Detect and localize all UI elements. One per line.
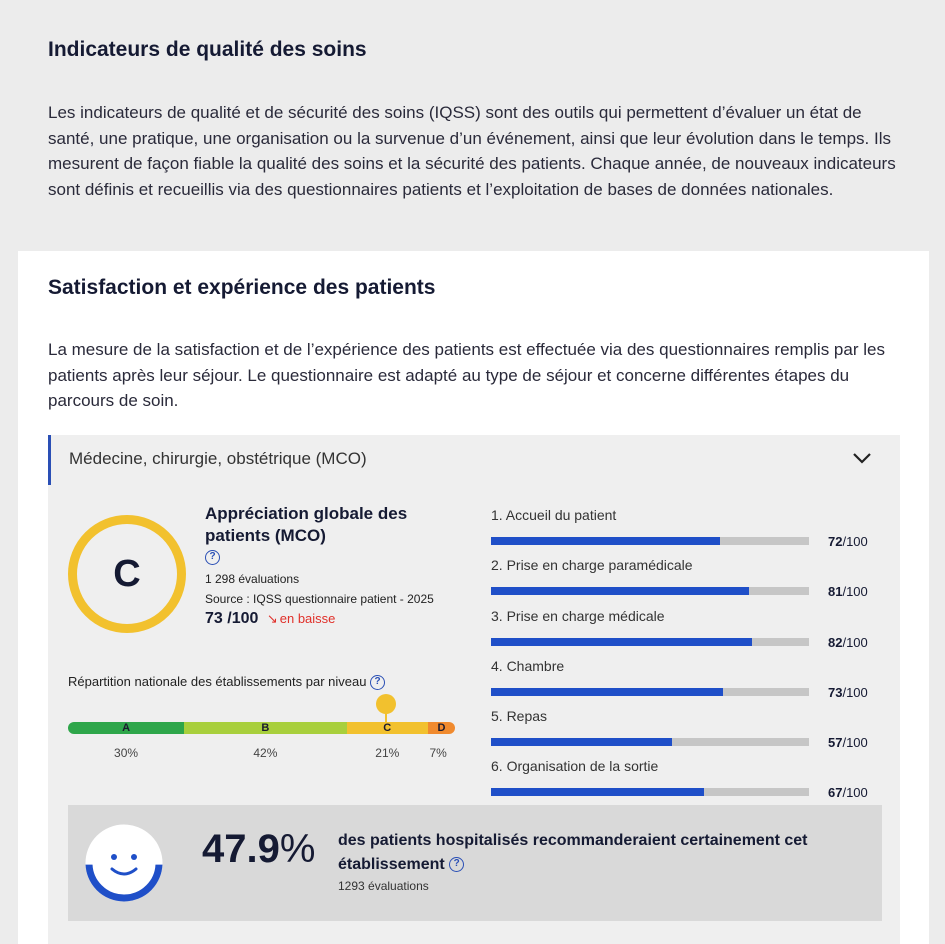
criteria-track [491, 687, 809, 696]
trend-down-icon: ↘ [266, 611, 278, 626]
recommendation-box: 47.9% des patients hospitalisés recomman… [68, 805, 882, 921]
help-icon[interactable]: ? [449, 857, 465, 873]
criteria-row: 6. Organisation de la sortie 67/100 [491, 758, 891, 808]
criteria-row: 5. Repas 57/100 [491, 708, 891, 758]
criteria-track [491, 537, 809, 545]
score-info: Appréciation globale des patients (MCO) … [205, 503, 455, 628]
score-value: 73 [205, 610, 223, 627]
distribution-segment-b: B [184, 722, 347, 734]
criteria-track [491, 788, 809, 797]
criteria-row: 4. Chambre 73/100 [491, 658, 891, 708]
chevron-down-icon[interactable] [852, 451, 872, 465]
criteria-label: 4. Chambre [491, 657, 565, 674]
section-description: La mesure de la satisfaction et de l’exp… [48, 340, 885, 410]
score-title: Appréciation globale des patients (MCO) [205, 504, 408, 545]
criteria-fill [491, 637, 752, 646]
criteria-value: 73/100 [828, 684, 868, 700]
criteria-label: 6. Organisation de la sortie [491, 758, 659, 775]
grade-ring: C [68, 515, 186, 633]
criteria-list: 1. Accueil du patient 72/100 2. Prise en c… [491, 507, 891, 809]
distribution-pct-d: 7% [429, 746, 447, 760]
criteria-label: 3. Prise en charge médicale [491, 607, 665, 624]
page-description: Les indicateurs de qualité et de sécurit… [48, 103, 896, 199]
criteria-fill [491, 537, 720, 545]
accordion-mco: Médecine, chirurgie, obstétrique (MCO) C… [48, 435, 900, 944]
criteria-label: 5. Repas [491, 708, 548, 725]
criteria-label: 1. Accueil du patient [491, 507, 617, 523]
current-level-marker [376, 694, 396, 714]
accordion-header[interactable]: Médecine, chirurgie, obstétrique (MCO) [48, 435, 900, 485]
recommendation-percent: 47.9% [202, 827, 316, 871]
satisfaction-card: Satisfaction et expérience des patients … [18, 251, 929, 944]
accordion-title: Médecine, chirurgie, obstétrique (MCO) [69, 449, 367, 468]
criteria-value: 57/100 [828, 735, 868, 751]
help-icon[interactable]: ? [370, 675, 386, 691]
distribution-label: Répartition nationale des établissements… [68, 674, 386, 691]
criteria-track [491, 738, 809, 747]
distribution-segment-a: A [68, 722, 185, 734]
distribution-pct-a: 30% [114, 746, 139, 760]
evaluations-count: 1 298 évaluations [205, 572, 300, 586]
page-title: Indicateurs de qualité des soins [48, 38, 367, 61]
criteria-row: 2. Prise en charge paramédicale 81/100 [491, 557, 891, 607]
intro-block: Indicateurs de qualité des soins Les ind… [48, 38, 908, 202]
criteria-fill [491, 738, 673, 747]
distribution-percentages: 30% 42% 21% 7% [68, 746, 455, 762]
distribution-segment-c: C [346, 722, 428, 734]
recommendation-text: des patients hospitalisés recommanderaie… [338, 832, 808, 873]
criteria-row: 3. Prise en charge médicale 82/100 [491, 608, 891, 658]
criteria-label: 2. Prise en charge paramédicale [491, 557, 693, 574]
criteria-track [491, 637, 809, 646]
criteria-row: 1. Accueil du patient 72/100 [491, 507, 891, 557]
current-level-marker-stem [385, 712, 387, 724]
recommendation-evaluations: 1293 évaluations [338, 879, 429, 893]
criteria-fill [491, 587, 749, 596]
distribution-segment-d: D [427, 722, 455, 734]
criteria-fill [491, 687, 724, 696]
criteria-value: 67/100 [828, 785, 868, 801]
criteria-value: 82/100 [828, 634, 868, 650]
score-source: Source : IQSS questionnaire patient - 20… [205, 592, 434, 606]
trend-label: en baisse [279, 611, 336, 626]
grade-letter: C [113, 552, 141, 595]
criteria-track [491, 587, 809, 596]
score-value-line: 73 /100 ↘ en baisse [205, 610, 455, 628]
criteria-fill [491, 788, 705, 797]
help-icon[interactable]: ? [205, 550, 220, 566]
score-max: /100 [227, 610, 259, 627]
smiley-icon [85, 824, 163, 902]
criteria-value: 81/100 [828, 584, 868, 600]
distribution-pct-b: 42% [253, 746, 278, 760]
section-title: Satisfaction et expérience des patients [48, 276, 436, 299]
criteria-value: 72/100 [828, 534, 868, 549]
distribution-pct-c: 21% [375, 746, 400, 760]
